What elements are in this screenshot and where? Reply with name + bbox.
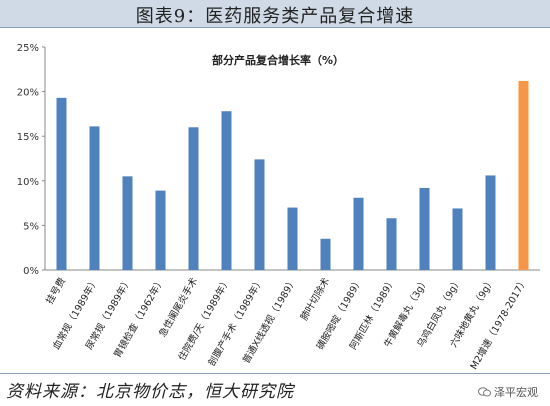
footer-source: 资料来源：北京物价志，恒大研究院: [6, 382, 294, 402]
y-tick-label: 10%: [17, 177, 39, 188]
footer-divider: [0, 373, 550, 374]
bar: [188, 127, 199, 270]
x-tick-label: 挂号费: [43, 276, 68, 307]
x-labels: 挂号费血常规（1989年）尿常规（1989年）胃镜检查（1962年）急性阑尾炎手…: [43, 275, 530, 372]
bar: [419, 187, 430, 270]
x-tick-label: 肺叶切除术: [298, 275, 332, 323]
bar: [485, 175, 496, 270]
y-tick-label: 5%: [23, 221, 39, 232]
bar: [56, 97, 67, 271]
y-tick-label: 0%: [23, 266, 39, 277]
watermark: 泽平宏观: [478, 384, 538, 400]
bar-chart: 部分产品复合增长率（%） 0% 5% 10% 15% 20% 25% 挂号费血常规（198…: [17, 43, 540, 372]
wechat-icon: [478, 387, 491, 397]
y-ticks: 0% 5% 10% 15% 20% 25%: [17, 43, 45, 277]
y-tick-label: 25%: [17, 43, 39, 54]
bar: [320, 238, 331, 270]
bar: [518, 80, 529, 271]
bars: [56, 80, 529, 271]
bar: [221, 111, 232, 270]
y-tick-label: 15%: [17, 132, 39, 143]
bar: [89, 126, 100, 270]
bar: [353, 197, 364, 270]
bar: [386, 218, 397, 270]
x-tick-label: M2增速（1978-2017）: [468, 276, 530, 372]
bar: [452, 208, 463, 270]
chart-title: 部分产品复合增长率（%）: [212, 53, 344, 67]
header-band: [0, 0, 550, 27]
header-divider: [0, 27, 550, 28]
watermark-text: 泽平宏观: [494, 386, 538, 399]
bar: [287, 207, 298, 270]
bar: [155, 190, 166, 270]
bar: [122, 176, 133, 270]
bar: [254, 159, 265, 270]
y-tick-label: 20%: [17, 88, 39, 99]
page-title: 图表9：医药服务类产品复合增速: [135, 6, 415, 27]
